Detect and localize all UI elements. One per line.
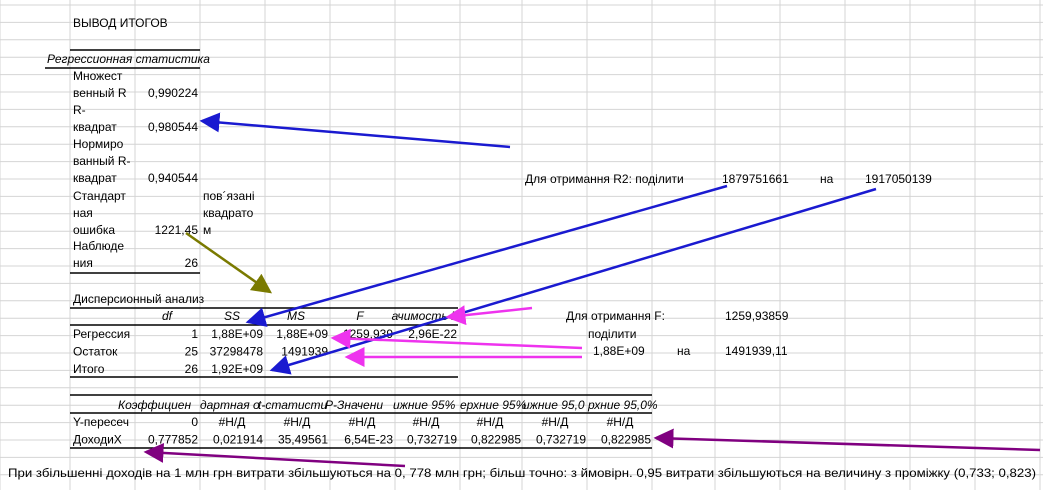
row-label: ошибка — [73, 223, 115, 237]
cell-value: 1,88E+09 — [276, 327, 328, 341]
row-label: Y-пересеч — [73, 415, 129, 429]
cell-value: #Н/Д — [219, 415, 246, 429]
annotation: Для отримання R2: поділити — [525, 172, 684, 186]
annotation: 1879751661 — [722, 172, 789, 186]
arrows — [143, 112, 1041, 468]
section-header: Регрессионная статистика — [47, 52, 210, 66]
row-label: квадрат — [73, 120, 117, 134]
column-header: ерхние 95% — [460, 398, 527, 412]
cell-value: 0,777852 — [148, 432, 198, 446]
row-label: ванный R- — [73, 154, 131, 168]
cell-value: #Н/Д — [542, 415, 569, 429]
annotation: поділити — [588, 327, 636, 341]
annotation: на — [677, 344, 691, 358]
stat-value: 0,980544 — [148, 120, 198, 134]
note: квадрато — [203, 206, 254, 220]
cell-value: 1 — [191, 327, 198, 341]
row-label: ДоходиX — [73, 432, 122, 446]
column-header: F — [356, 309, 364, 323]
row-label: Регрессия — [73, 327, 130, 341]
cell-value: 0,822985 — [471, 432, 521, 446]
cell-value: 35,49561 — [278, 432, 328, 446]
stat-value: 0,990224 — [148, 86, 198, 100]
stat-value: 1221,45 — [155, 223, 199, 237]
cell-value: #Н/Д — [284, 415, 311, 429]
column-header: SS — [224, 309, 240, 323]
conclusion: При збільшенні доходів на 1 млн грн витр… — [8, 466, 1036, 480]
row-label: Множест — [73, 69, 123, 83]
annotation: Для отримання F: — [566, 309, 665, 323]
cell-value: 1,92E+09 — [211, 362, 263, 376]
row-label: R- — [73, 103, 86, 117]
row-label: венный R — [73, 86, 127, 100]
cells: ВЫВОД ИТОГОВ Регрессионная статистика Множ… — [8, 16, 1036, 480]
stat-value: 0,940544 — [148, 171, 198, 185]
annotation: 1917050139 — [865, 172, 932, 186]
row-label: Наблюде — [73, 239, 124, 253]
column-header: ижние 95,0 — [523, 398, 585, 412]
cell-value: 6,54E-23 — [344, 432, 393, 446]
row-label: Нормиро — [73, 137, 124, 151]
cell-value: 37298478 — [210, 344, 264, 358]
stat-value: 26 — [185, 256, 199, 270]
column-header: df — [162, 309, 174, 323]
cell-value: 1491939 — [281, 344, 328, 358]
cell-value: 0,021914 — [213, 432, 263, 446]
row-label: Остаток — [73, 344, 118, 358]
cell-value: 2,96E-22 — [408, 327, 457, 341]
row-label: ния — [73, 256, 93, 270]
column-header: Р-Значени — [325, 398, 383, 412]
cell-value: 1,88E+09 — [211, 327, 263, 341]
row-label: ная — [73, 206, 93, 220]
cell-value: 0,822985 — [601, 432, 651, 446]
column-header: t-статисти — [258, 398, 328, 412]
cell-value: #Н/Д — [349, 415, 376, 429]
column-header: рхние 95,0% — [587, 398, 658, 412]
cell-value: #Н/Д — [477, 415, 504, 429]
note: пов´язані — [203, 189, 255, 203]
title: ВЫВОД ИТОГОВ — [73, 16, 168, 30]
annotation: на — [820, 172, 834, 186]
annotation: 1259,93859 — [725, 309, 789, 323]
column-header: Коэффициен — [118, 398, 191, 412]
column-header: ижние 95% — [393, 398, 456, 412]
cell-value: 26 — [185, 362, 199, 376]
section-header: Дисперсионный анализ — [73, 292, 205, 306]
row-label: квадрат — [73, 171, 117, 185]
annotation: 1,88E+09 — [593, 344, 645, 358]
annotation: 1491939,11 — [725, 344, 788, 358]
column-header: MS — [287, 309, 305, 323]
cell-value: 0 — [191, 415, 198, 429]
cell-value: #Н/Д — [413, 415, 440, 429]
cell-value: 25 — [185, 344, 199, 358]
cell-value: 0,732719 — [407, 432, 457, 446]
note: м — [203, 223, 211, 237]
column-header: дартная о — [200, 398, 260, 412]
row-label: Стандарт — [73, 189, 126, 203]
cell-value: 0,732719 — [536, 432, 586, 446]
row-label: Итого — [73, 362, 105, 376]
cell-value: #Н/Д — [607, 415, 634, 429]
